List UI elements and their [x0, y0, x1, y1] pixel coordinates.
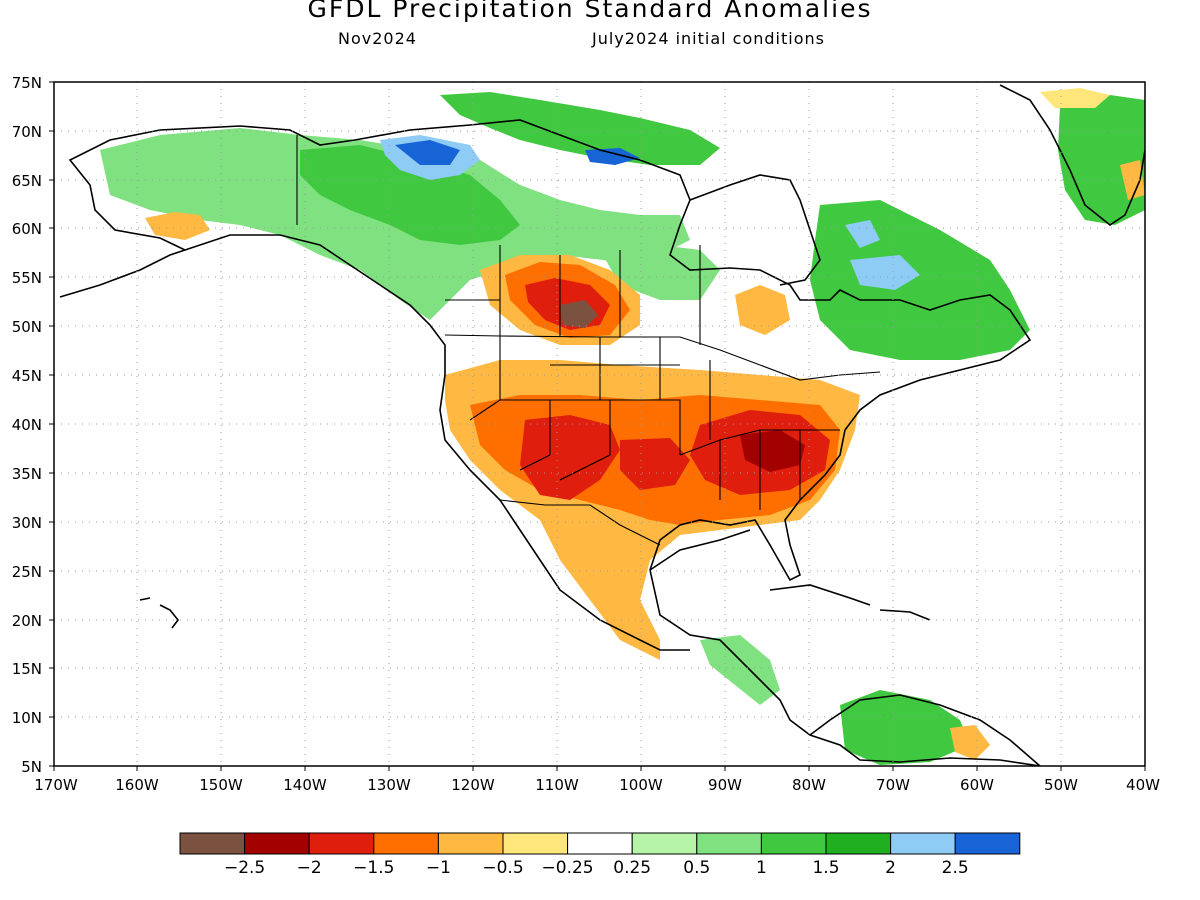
lat-label: 35N — [12, 465, 42, 483]
legend-swatch — [179, 832, 246, 855]
anomaly-region-central-america-wet — [700, 635, 780, 705]
lat-label: 70N — [12, 123, 42, 141]
border-us-mexico — [499, 499, 661, 546]
lon-label: 140W — [283, 776, 327, 794]
map-title: GFDL Precipitation Standard Anomalies — [307, 0, 873, 23]
lat-label: 25N — [12, 563, 42, 581]
lat-label: 65N — [12, 172, 42, 190]
latitude-labels: 75N 70N 65N 60N 55N 50N 45N 40N 35N 30N … — [12, 74, 42, 776]
legend-swatch — [825, 832, 892, 855]
coastline-greenland — [999, 84, 1145, 226]
anomaly-region-yukon-core-wet — [395, 140, 460, 165]
lon-label: 150W — [199, 776, 243, 794]
lon-label: 100W — [619, 776, 663, 794]
legend-swatch — [244, 832, 310, 855]
legend-label: 2 — [885, 858, 896, 878]
lat-label: 75N — [12, 74, 42, 92]
legend-label: 1 — [756, 858, 767, 878]
legend-labels: −2.5 −2 −1.5 −1 −0.5 −0.25 0.25 0.5 1 1.5 2 2.5 — [224, 858, 969, 878]
tick-marks — [49, 81, 1146, 771]
coastline-hudson-bay — [689, 174, 821, 286]
anomaly-region-prairie-dry-core — [560, 300, 598, 328]
coastline-south-america — [809, 694, 1041, 766]
lon-label: 70W — [876, 776, 910, 794]
coastline-gulf — [649, 529, 751, 571]
lat-label: 5N — [21, 758, 42, 776]
coastline-hispaniola — [879, 609, 931, 621]
lat-label: 15N — [12, 660, 42, 678]
legend-label: 0.5 — [683, 858, 710, 878]
lon-label: 170W — [34, 776, 78, 794]
lat-label: 55N — [12, 269, 42, 287]
axis-ticks — [49, 81, 1146, 771]
anomaly-region-southwest-dry — [520, 415, 620, 500]
lat-label: 45N — [12, 367, 42, 385]
longitude-labels: 170W 160W 150W 140W 130W 120W 110W 100W … — [34, 776, 1160, 794]
legend-swatch — [696, 832, 762, 855]
anomaly-region-hudson-wet — [600, 245, 720, 300]
coastline-west — [184, 234, 690, 651]
anomaly-fields — [100, 88, 1145, 765]
border-us-canada — [444, 334, 881, 381]
legend-swatch — [437, 832, 504, 855]
anomaly-region-plains-dry — [620, 438, 690, 490]
legend-label: 1.5 — [812, 858, 839, 878]
border-us-states — [469, 336, 840, 510]
coastline-hawaii — [139, 597, 180, 629]
lon-label: 160W — [115, 776, 159, 794]
lat-label: 10N — [12, 709, 42, 727]
anomaly-region-arctic-blue — [585, 148, 640, 165]
lon-label: 110W — [535, 776, 579, 794]
lon-label: 130W — [367, 776, 411, 794]
lat-label: 50N — [12, 318, 42, 336]
anomaly-region-south-america-wet — [840, 690, 970, 765]
legend-label: −0.25 — [542, 858, 594, 878]
anomaly-region-greenland-dry — [1040, 88, 1110, 108]
lon-label: 40W — [1126, 776, 1160, 794]
legend-swatch — [567, 832, 633, 855]
anomaly-region-alaska-dry — [145, 212, 210, 240]
lat-label: 30N — [12, 514, 42, 532]
legend-swatch — [954, 832, 1021, 855]
lat-label: 20N — [12, 612, 42, 630]
legend-label: −0.5 — [482, 858, 523, 878]
legend-swatch — [308, 832, 375, 855]
legend-label: −1 — [426, 858, 451, 878]
legend-swatch — [373, 832, 439, 855]
legend-swatch — [760, 832, 827, 855]
anomaly-region-yukon-moderate-wet — [300, 145, 520, 245]
legend-swatch — [631, 832, 698, 855]
legend-label: 0.25 — [613, 858, 651, 878]
anomaly-region-quebec-blue-2 — [850, 255, 920, 290]
anomaly-region-tennessee-dry — [740, 430, 805, 472]
coastline-north-america — [59, 119, 1041, 766]
legend-label: −2 — [297, 858, 322, 878]
anomaly-region-ontario-dry — [735, 285, 790, 335]
anomaly-region-arctic-islands-wet — [440, 92, 720, 165]
lon-label: 50W — [1044, 776, 1078, 794]
legend-swatch — [502, 832, 569, 855]
legend-swatch — [890, 832, 956, 855]
lon-label: 90W — [708, 776, 742, 794]
forecast-month: Nov2024 — [338, 29, 417, 48]
coastlines — [59, 84, 1145, 766]
lat-label: 60N — [12, 220, 42, 238]
legend-label: 2.5 — [942, 858, 969, 878]
anomaly-region-quebec-blue — [845, 220, 880, 248]
legend-label: −1.5 — [353, 858, 394, 878]
lon-label: 80W — [792, 776, 826, 794]
initial-conditions-label: July2024 initial conditions — [592, 29, 825, 48]
political-borders — [296, 135, 881, 546]
coastline-caribbean-cuba — [769, 584, 871, 606]
lon-label: 120W — [451, 776, 495, 794]
legend-label: −2.5 — [224, 858, 265, 878]
lon-label: 60W — [960, 776, 994, 794]
lat-label: 40N — [12, 416, 42, 434]
color-legend — [179, 832, 1021, 855]
anomaly-region-venezuela-dry — [950, 725, 990, 760]
